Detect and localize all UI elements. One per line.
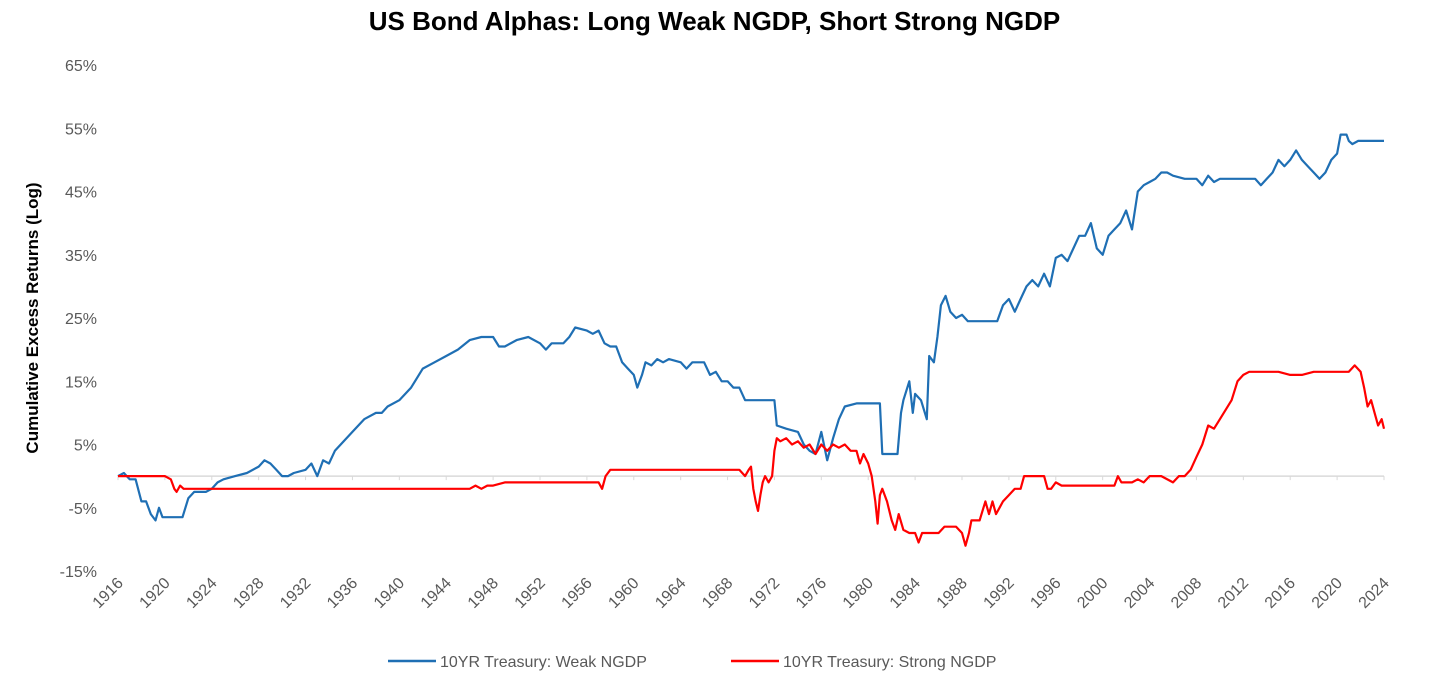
x-tick-label: 1952 [512, 575, 549, 612]
y-tick-label: -5% [69, 501, 97, 518]
y-tick-label: 45% [65, 185, 97, 202]
legend-label-2: 10YR Treasury: Strong NGDP [783, 654, 996, 671]
x-tick-label: 2008 [1168, 575, 1205, 612]
y-tick-label: 15% [65, 374, 97, 391]
x-tick-label: 1928 [230, 575, 267, 612]
y-tick-label: 5% [74, 438, 97, 455]
x-tick-label: 1948 [465, 575, 502, 612]
x-tick-label: 1980 [840, 575, 877, 612]
series-line-2 [118, 364, 1386, 547]
x-tick-label: 1956 [559, 575, 596, 612]
y-tick-label: 25% [65, 311, 97, 328]
x-tick-label: 2024 [1356, 575, 1393, 612]
x-tick-label: 2012 [1215, 575, 1252, 612]
x-tick-label: 1924 [183, 575, 220, 612]
x-tick-label: 1944 [418, 575, 455, 612]
x-tick-label: 1920 [137, 575, 174, 612]
x-tick-label: 1940 [371, 575, 408, 612]
legend-label-1: 10YR Treasury: Weak NGDP [440, 654, 647, 671]
x-tick-label: 2000 [1074, 575, 1111, 612]
x-tick-label: 1936 [324, 575, 361, 612]
x-axis-ticks: 1916 1920 1924 1928 1932 1936 1940 1944 1948 1952… [90, 476, 1393, 612]
y-tick-label: -15% [60, 564, 97, 581]
x-tick-label: 1968 [699, 575, 736, 612]
x-tick-label: 1932 [277, 575, 314, 612]
legend: 10YR Treasury: Weak NGDP 10YR Treasury: S… [388, 654, 996, 671]
x-tick-label: 1996 [1027, 575, 1064, 612]
y-tick-label: 65% [65, 58, 97, 75]
x-tick-label: 1964 [652, 575, 689, 612]
y-tick-label: 55% [65, 121, 97, 138]
series-line-1 [117, 133, 1384, 522]
x-tick-label: 1972 [746, 575, 783, 612]
x-tick-label: 1976 [793, 575, 830, 612]
x-tick-label: 1984 [887, 575, 924, 612]
x-tick-label: 2020 [1309, 575, 1346, 612]
x-tick-label: 1960 [605, 575, 642, 612]
y-axis-label: Cumulative Excess Returns (Log) [23, 182, 42, 453]
x-tick-label: 2004 [1121, 575, 1158, 612]
y-axis-ticks: -15% -5% 5% 15% 25% 35% 45% 55% 65% [60, 58, 97, 581]
x-tick-label: 1988 [934, 575, 971, 612]
y-tick-label: 35% [65, 248, 97, 265]
x-tick-label: 1992 [981, 575, 1018, 612]
series-layer [117, 133, 1386, 547]
x-tick-label: 2016 [1262, 575, 1299, 612]
chart-title: US Bond Alphas: Long Weak NGDP, Short St… [368, 6, 1061, 36]
